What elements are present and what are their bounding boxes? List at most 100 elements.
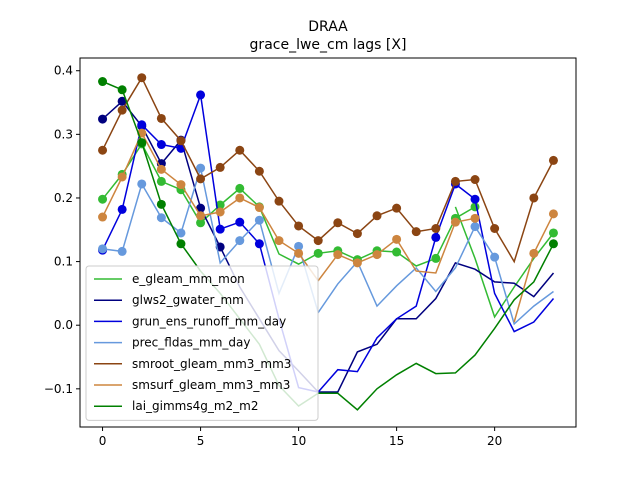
data-point-smroot_gleam_mm3_mm3-6: [215, 162, 225, 172]
data-point-grun_ens_runoff_mm_day-6: [215, 224, 225, 234]
legend-label-lai_gimms4g_m2_m2: lai_gimms4g_m2_m2: [132, 399, 259, 413]
series-lai_gimms4g_m2_m2: [98, 77, 558, 411]
data-point-smroot_gleam_mm3_mm3-8: [254, 166, 264, 176]
series-group: [98, 73, 558, 411]
data-point-lai_gimms4g_m2_m2-0: [98, 77, 108, 87]
data-point-smsurf_gleam_mm3_mm3-14: [372, 250, 382, 260]
data-point-smroot_gleam_mm3_mm3-14: [372, 211, 382, 221]
data-point-smroot_gleam_mm3_mm3-13: [352, 229, 362, 239]
legend-label-e_gleam_mm_mon: e_gleam_mm_mon: [132, 272, 245, 286]
data-point-e_gleam_mm_mon-7: [235, 183, 245, 193]
data-point-smroot_gleam_mm3_mm3-2: [137, 73, 147, 83]
data-point-lai_gimms4g_m2_m2-23: [548, 239, 558, 249]
data-point-smroot_gleam_mm3_mm3-20: [490, 224, 500, 234]
x-tick-label-5: 5: [197, 434, 205, 448]
data-point-glws2_gwater_mm-0: [98, 114, 108, 124]
data-point-prec_fldas_mm_day-8: [254, 215, 264, 225]
chart-subtitle: grace_lwe_cm lags [X]: [250, 37, 407, 53]
data-point-smroot_gleam_mm3_mm3-22: [529, 193, 539, 203]
legend-label-grun_ens_runoff_mm_day: grun_ens_runoff_mm_day: [132, 314, 286, 328]
data-point-smroot_gleam_mm3_mm3-23: [548, 155, 558, 165]
data-point-smroot_gleam_mm3_mm3-12: [333, 218, 343, 228]
data-point-smsurf_gleam_mm3_mm3-1: [117, 172, 127, 182]
legend: e_gleam_mm_mon glws2_gwater_mm grun_ens_ru…: [85, 265, 319, 421]
data-point-grun_ens_runoff_mm_day-3: [156, 140, 166, 150]
data-point-smsurf_gleam_mm3_mm3-3: [156, 164, 166, 174]
data-point-grun_ens_runoff_mm_day-17: [431, 232, 441, 242]
data-point-prec_fldas_mm_day-10: [294, 241, 304, 251]
data-point-prec_fldas_mm_day-19: [470, 222, 480, 232]
y-tick-label-0: 0.0: [54, 318, 73, 332]
data-point-prec_fldas_mm_day-3: [156, 213, 166, 223]
data-point-prec_fldas_mm_day-1: [117, 246, 127, 256]
x-tick-label-10: 10: [291, 434, 306, 448]
axes-frame: [79, 57, 577, 428]
data-point-e_gleam_mm_mon-3: [156, 176, 166, 186]
data-point-smroot_gleam_mm3_mm3-18: [450, 176, 460, 186]
data-point-lai_gimms4g_m2_m2-4: [176, 239, 186, 249]
legend-box: [85, 265, 319, 421]
data-point-smroot_gleam_mm3_mm3-19: [470, 175, 480, 185]
plot-area: 0 5 10 15 20 −0.1 0.0 0.1 0.2 0.3 0.4 e_gleam_mm_mo…: [44, 57, 577, 448]
series-line-smroot_gleam_mm3_mm3-0: [101, 76, 555, 264]
data-point-prec_fldas_mm_day-5: [196, 163, 206, 173]
data-point-smsurf_gleam_mm3_mm3-10: [294, 248, 304, 258]
data-point-smroot_gleam_mm3_mm3-11: [313, 236, 323, 246]
legend-label-smsurf_gleam_mm3_mm3: smsurf_gleam_mm3_mm3: [132, 378, 290, 392]
data-point-smroot_gleam_mm3_mm3-0: [98, 145, 108, 155]
data-point-smsurf_gleam_mm3_mm3-15: [392, 234, 402, 244]
legend-label-glws2_gwater_mm: glws2_gwater_mm: [132, 293, 244, 307]
legend-label-smroot_gleam_mm3_mm3: smroot_gleam_mm3_mm3: [132, 357, 291, 371]
data-point-smsurf_gleam_mm3_mm3-9: [274, 236, 284, 246]
series-smroot_gleam_mm3_mm3: [98, 73, 558, 264]
series-line-lai_gimms4g_m2_m2-0: [102, 80, 555, 411]
data-point-smsurf_gleam_mm3_mm3-6: [215, 207, 225, 217]
chart-title: DRAA: [308, 19, 348, 35]
data-point-smroot_gleam_mm3_mm3-10: [294, 221, 304, 231]
data-point-glws2_gwater_mm-5: [196, 203, 206, 213]
data-point-grun_ens_runoff_mm_day-1: [117, 204, 127, 214]
data-point-grun_ens_runoff_mm_day-7: [235, 217, 245, 227]
data-point-prec_fldas_mm_day-4: [176, 228, 186, 238]
series-line-glws2_gwater_mm-0: [101, 100, 555, 393]
series-prec_fldas_mm_day: [98, 163, 554, 326]
x-tick-label-15: 15: [389, 434, 404, 448]
y-tick-label--0.1: −0.1: [44, 382, 73, 396]
data-point-grun_ens_runoff_mm_day-2: [137, 120, 147, 130]
data-point-lai_gimms4g_m2_m2-1: [117, 85, 127, 95]
data-point-smsurf_gleam_mm3_mm3-8: [254, 203, 264, 213]
data-point-smsurf_gleam_mm3_mm3-22: [529, 248, 539, 258]
data-point-smroot_gleam_mm3_mm3-4: [176, 136, 186, 146]
data-point-smroot_gleam_mm3_mm3-16: [411, 227, 421, 237]
data-point-smsurf_gleam_mm3_mm3-4: [176, 180, 186, 190]
data-point-grun_ens_runoff_mm_day-8: [254, 239, 264, 249]
data-point-e_gleam_mm_mon-6: [215, 200, 225, 210]
data-point-e_gleam_mm_mon-0: [98, 194, 108, 204]
data-point-glws2_gwater_mm-1: [117, 96, 127, 106]
x-tick-label-20: 20: [487, 434, 502, 448]
data-point-prec_fldas_mm_day-7: [235, 236, 245, 246]
y-tick-label-0.4: 0.4: [54, 64, 73, 78]
data-point-smsurf_gleam_mm3_mm3-7: [235, 193, 245, 203]
x-tick-label-0: 0: [99, 434, 107, 448]
data-point-e_gleam_mm_mon-15: [392, 247, 402, 257]
data-point-e_gleam_mm_mon-5: [196, 218, 206, 228]
data-point-grun_ens_runoff_mm_day-5: [196, 90, 206, 100]
data-point-e_gleam_mm_mon-17: [431, 253, 441, 263]
data-point-lai_gimms4g_m2_m2-3: [156, 199, 166, 209]
data-point-smsurf_gleam_mm3_mm3-5: [196, 211, 206, 221]
y-tick-label-0.2: 0.2: [54, 191, 73, 205]
data-point-grun_ens_runoff_mm_day-19: [470, 194, 480, 204]
data-point-smsurf_gleam_mm3_mm3-23: [548, 209, 558, 219]
data-point-e_gleam_mm_mon-23: [548, 228, 558, 238]
y-tick-label-0.1: 0.1: [54, 255, 73, 269]
y-tick-label-0.3: 0.3: [54, 127, 73, 141]
data-point-smroot_gleam_mm3_mm3-1: [117, 105, 127, 115]
series-smsurf_gleam_mm3_mm3: [98, 128, 558, 323]
data-point-smsurf_gleam_mm3_mm3-13: [352, 258, 362, 268]
data-point-smroot_gleam_mm3_mm3-7: [235, 145, 245, 155]
data-point-smroot_gleam_mm3_mm3-9: [274, 196, 284, 206]
data-point-smroot_gleam_mm3_mm3-17: [431, 224, 441, 234]
